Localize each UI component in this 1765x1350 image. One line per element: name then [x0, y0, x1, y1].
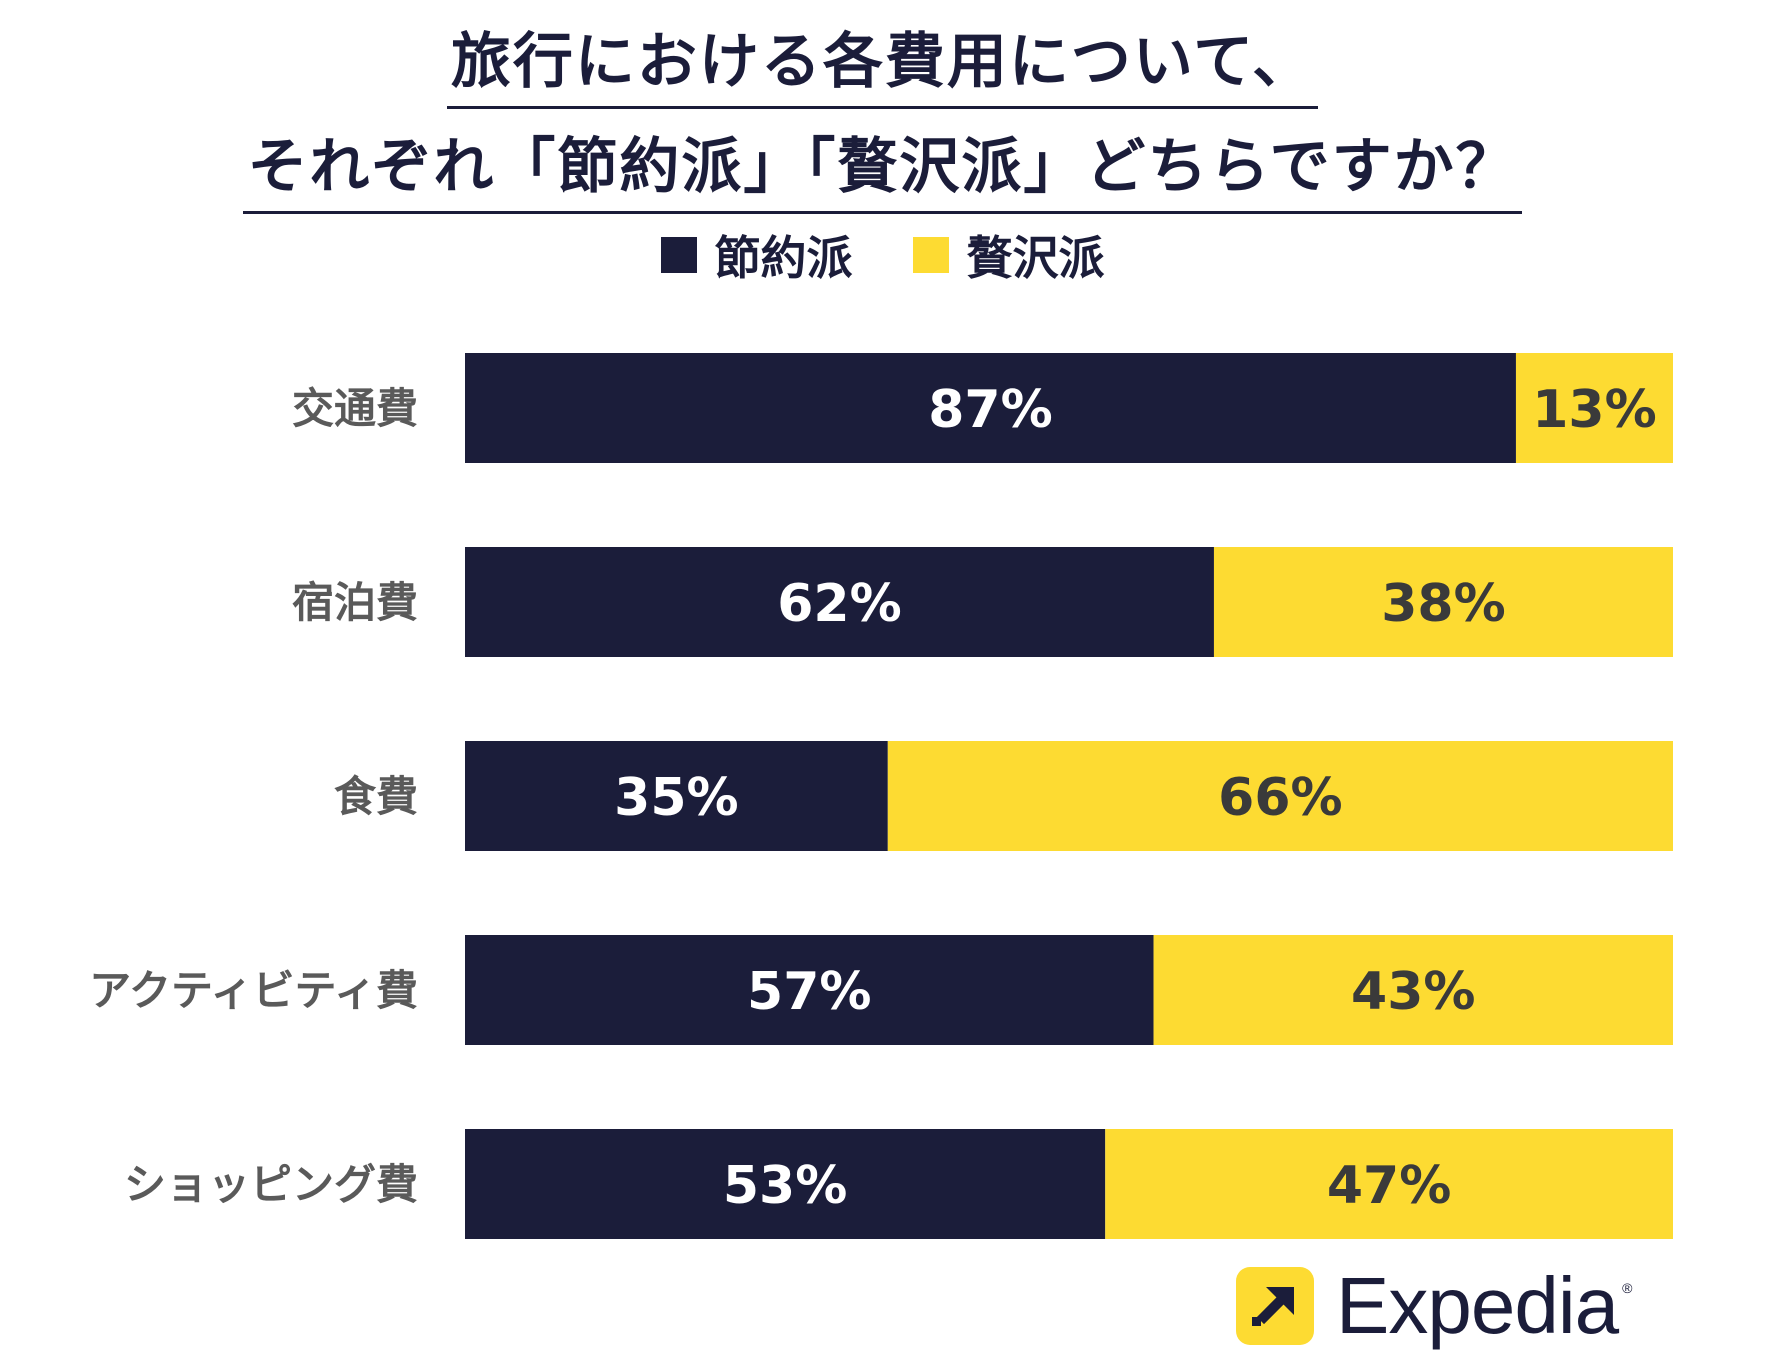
value-label-saver: 57%: [747, 962, 871, 1022]
chart-title: 旅行における各費用について、 それぞれ「節約派」「贅沢派」どちらですか？: [0, 18, 1765, 228]
value-label-luxury: 66%: [1218, 768, 1342, 828]
expedia-logo: Expedia ®: [1236, 1266, 1632, 1346]
category-label: 交通費: [292, 384, 418, 433]
value-label-saver: 87%: [928, 380, 1052, 440]
bar-segment-saver: [465, 1129, 1106, 1239]
bar-segment-saver: [465, 935, 1154, 1045]
bar-segment-saver: [465, 741, 888, 851]
value-label-saver: 62%: [777, 574, 901, 634]
bar-segment-luxury: [887, 741, 1673, 851]
chart-legend: 節約派 贅沢派: [0, 222, 1765, 288]
bar-segment-luxury: [1213, 547, 1673, 657]
legend-swatch-saver: [660, 237, 697, 273]
title-line-2: それぞれ「節約派」「贅沢派」どちらですか？: [243, 123, 1522, 214]
legend-swatch-luxury: [912, 237, 949, 273]
category-label: 宿泊費: [292, 578, 418, 627]
category-label: ショッピング費: [124, 1160, 418, 1209]
value-label-saver: 53%: [723, 1156, 847, 1216]
value-label-luxury: 43%: [1351, 962, 1475, 1022]
bar-segment-luxury: [1153, 935, 1673, 1045]
legend-item-saver: 節約派: [660, 222, 853, 288]
value-label-luxury: 13%: [1532, 380, 1656, 440]
expedia-logo-icon: [1236, 1267, 1314, 1345]
value-label-luxury: 38%: [1381, 574, 1505, 634]
value-label-saver: 35%: [614, 768, 738, 828]
bar-segment-saver: [465, 547, 1214, 657]
value-label-luxury: 47%: [1327, 1156, 1451, 1216]
legend-label-luxury: 贅沢派: [966, 231, 1105, 285]
registered-mark: ®: [1622, 1280, 1633, 1296]
category-label: アクティビティ費: [89, 966, 418, 1015]
bar-segment-luxury: [1105, 1129, 1673, 1239]
legend-label-saver: 節約派: [714, 231, 853, 285]
category-label: 食費: [334, 772, 418, 821]
bar-segment-luxury: [1515, 353, 1673, 463]
expedia-wordmark: Expedia: [1336, 1261, 1619, 1350]
bar-segment-saver: [465, 353, 1516, 463]
legend-item-luxury: 贅沢派: [912, 222, 1105, 288]
title-line-1: 旅行における各費用について、: [446, 18, 1319, 109]
